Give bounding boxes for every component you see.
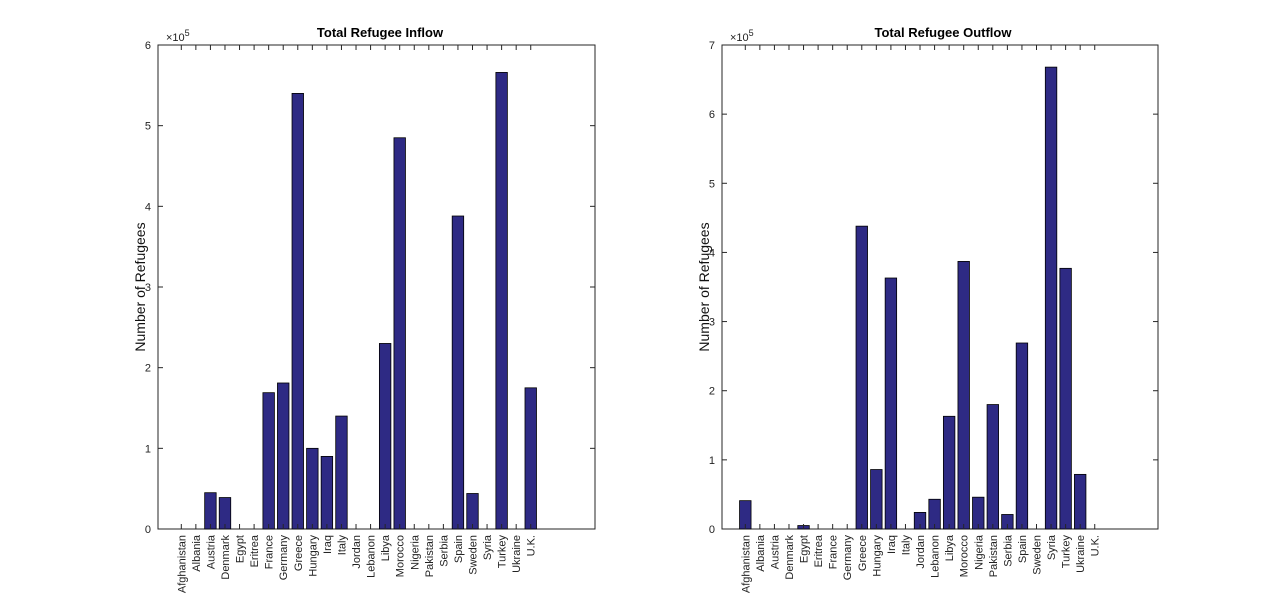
inflow-y-axis-label: Number of Refugees xyxy=(132,222,148,351)
outflow-x-tick-label: Pakistan xyxy=(988,535,1000,577)
outflow-y-tick-label: 2 xyxy=(709,386,715,398)
outflow-x-tick-label: Greece xyxy=(857,535,869,571)
inflow-y-tick-label: 4 xyxy=(145,201,151,213)
outflow-y-tick-label: 6 xyxy=(709,109,715,121)
outflow-x-tick-label: Austria xyxy=(769,534,781,569)
outflow-x-tick-label: Afghanistan xyxy=(740,535,752,593)
outflow-bar-turkey xyxy=(1059,267,1072,530)
inflow-y-tick-label: 0 xyxy=(145,524,151,536)
inflow-x-tick-label: Serbia xyxy=(438,534,450,567)
outflow-bar-ukraine xyxy=(1074,473,1087,530)
inflow-bar-iraq xyxy=(320,455,334,530)
outflow-plot-box xyxy=(721,44,1159,530)
inflow-x-tick-label: Lebanon xyxy=(366,535,378,578)
outflow-y-exponent: ×105 xyxy=(730,28,754,44)
outflow-bar-hungary xyxy=(870,469,883,530)
inflow-bar-libya xyxy=(378,343,392,530)
inflow-bar-sweden xyxy=(466,493,479,530)
inflow-x-tick-label: Jordan xyxy=(351,535,363,569)
inflow-x-tick-label: Denmark xyxy=(220,535,232,580)
outflow-bar-morocco xyxy=(957,261,970,530)
inflow-x-tick-label: Afghanistan xyxy=(176,535,188,593)
outflow-x-tick-label: Morocco xyxy=(959,535,971,577)
inflow-bar-germany xyxy=(277,382,290,530)
outflow-chart-title: Total Refugee Outflow xyxy=(875,25,1013,40)
outflow-bar-greece xyxy=(855,225,868,530)
inflow-x-tick-label: Turkey xyxy=(497,535,509,569)
inflow-y-tick-label: 5 xyxy=(145,121,151,133)
inflow-x-tick-label: Germany xyxy=(278,535,290,581)
inflow-chart-title: Total Refugee Inflow xyxy=(317,25,444,40)
outflow-x-tick-label: Libya xyxy=(944,534,956,561)
outflow-y-tick-label: 4 xyxy=(709,247,715,259)
outflow-bar-syria xyxy=(1044,66,1058,530)
outflow-y-tick-label: 1 xyxy=(709,455,715,467)
inflow-y-tick-label: 6 xyxy=(145,40,151,52)
inflow-bar-france xyxy=(262,392,275,530)
outflow-bar-pakistan xyxy=(986,404,999,530)
inflow-x-tick-label: Morocco xyxy=(395,535,407,577)
inflow-bar-morocco xyxy=(393,137,406,530)
inflow-y-tick-label: 3 xyxy=(145,282,151,294)
outflow-x-tick-label: U.K. xyxy=(1090,535,1102,556)
inflow-x-tick-label: Greece xyxy=(293,535,305,571)
outflow-x-tick-label: Denmark xyxy=(784,535,796,580)
inflow-x-tick-label: U.K. xyxy=(526,535,538,556)
outflow-y-tick-label: 7 xyxy=(709,40,715,52)
outflow-x-tick-label: Syria xyxy=(1046,534,1058,560)
outflow-y-tick-label: 0 xyxy=(709,524,715,536)
outflow-x-tick-label: Iraq xyxy=(886,535,898,554)
inflow-x-tick-label: France xyxy=(264,535,276,569)
inflow-x-tick-label: Libya xyxy=(380,534,392,561)
outflow-x-tick-label: Ukraine xyxy=(1075,535,1087,573)
inflow-chart: Total Refugee Inflow Number of Refugees … xyxy=(132,25,596,593)
outflow-x-tick-label: Spain xyxy=(1017,535,1029,563)
inflow-x-tick-label: Austria xyxy=(205,534,217,569)
inflow-x-tick-label: Italy xyxy=(336,535,348,556)
outflow-x-tick-label: Sweden xyxy=(1032,535,1044,575)
outflow-y-axis-label: Number of Refugees xyxy=(696,222,712,351)
outflow-x-tick-label: Turkey xyxy=(1061,535,1073,569)
outflow-x-tick-label: Eritrea xyxy=(813,534,825,567)
outflow-bar-libya xyxy=(942,415,956,530)
inflow-x-tick-label: Egypt xyxy=(235,535,247,563)
inflow-bar-spain xyxy=(451,215,465,530)
outflow-x-tick-label: Nigeria xyxy=(973,534,985,570)
outflow-bar-spain xyxy=(1015,342,1029,530)
inflow-y-exponent: ×105 xyxy=(166,28,190,44)
outflow-bar-iraq xyxy=(884,277,898,530)
inflow-x-tick-label: Syria xyxy=(482,534,494,560)
inflow-x-tick-label: Albania xyxy=(191,534,203,572)
outflow-x-tick-label: Albania xyxy=(755,534,767,572)
inflow-x-tick-label: Pakistan xyxy=(424,535,436,577)
outflow-chart: Total Refugee Outflow Number of Refugees… xyxy=(696,25,1159,593)
inflow-y-tick-label: 2 xyxy=(145,363,151,375)
inflow-bar-u-k- xyxy=(524,387,537,530)
inflow-x-tick-label: Hungary xyxy=(307,535,319,577)
inflow-bar-austria xyxy=(204,492,217,530)
outflow-x-tick-label: Germany xyxy=(842,535,854,581)
inflow-x-tick-label: Eritrea xyxy=(249,534,261,567)
outflow-y-tick-label: 5 xyxy=(709,178,715,190)
inflow-bar-turkey xyxy=(495,72,508,530)
outflow-y-tick-label: 3 xyxy=(709,317,715,329)
inflow-bar-greece xyxy=(291,93,304,530)
inflow-x-tick-label: Sweden xyxy=(468,535,480,575)
outflow-x-tick-label: Italy xyxy=(900,535,912,556)
inflow-x-tick-label: Spain xyxy=(453,535,465,563)
inflow-y-tick-label: 1 xyxy=(145,443,151,455)
inflow-bar-italy xyxy=(335,415,348,530)
outflow-x-tick-label: Jordan xyxy=(915,535,927,569)
outflow-x-tick-label: Egypt xyxy=(799,535,811,563)
outflow-x-tick-label: Serbia xyxy=(1002,534,1014,567)
outflow-x-tick-label: France xyxy=(828,535,840,569)
inflow-bar-hungary xyxy=(306,447,319,530)
outflow-x-tick-label: Hungary xyxy=(871,535,883,577)
outflow-x-tick-label: Lebanon xyxy=(930,535,942,578)
inflow-x-tick-label: Iraq xyxy=(322,535,334,554)
inflow-x-tick-label: Nigeria xyxy=(409,534,421,570)
inflow-x-tick-label: Ukraine xyxy=(511,535,523,573)
